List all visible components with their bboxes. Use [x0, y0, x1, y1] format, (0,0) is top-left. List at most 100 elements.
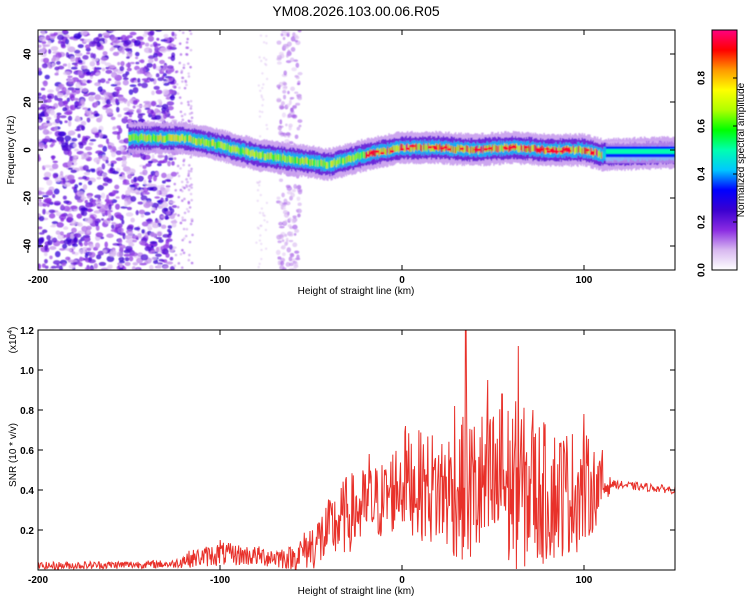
spectrogram-noise-blob [123, 253, 131, 257]
spectrogram-ridge-segment [350, 155, 352, 163]
spectrogram-noise-blob [176, 92, 180, 95]
spectrogram-noise-blob [105, 66, 110, 70]
spectrogram-noise-blob [137, 232, 142, 238]
spectrogram-noise-blob [298, 124, 302, 128]
spectrogram-noise-blob [121, 159, 127, 166]
spectrogram-noise-blob [83, 38, 91, 43]
spectrogram-noise-blob [285, 201, 291, 206]
spectrogram-ridge-segment [439, 142, 442, 150]
spectrogram-noise-blob [180, 199, 184, 203]
spectrogram-ridge-segment [508, 145, 510, 153]
colorbar: 0.0 0.2 0.4 0.6 0.8 Normalized spectral ampl… [697, 29, 747, 277]
spectrogram-noise-blob [81, 210, 88, 217]
spectrogram-hotspot [585, 148, 590, 152]
spectrogram-ridge-segment [174, 135, 176, 142]
spectrogram-noise-blob [118, 256, 125, 262]
spectrogram-noise-blob [185, 52, 188, 56]
spectrogram-ridge-segment [483, 144, 485, 152]
spectrogram-noise-blob [185, 184, 188, 187]
spectrogram-noise-blob [83, 241, 88, 247]
spectrogram-noise-blob [111, 151, 116, 158]
spectrogram-noise-blob [125, 189, 131, 196]
spectrogram-ridge-segment [517, 145, 519, 152]
spectrogram-ridge-segment [422, 145, 424, 152]
spectrogram-noise-blob [258, 115, 262, 118]
spectrogram-ridge-segment [300, 157, 303, 165]
spectrogram-noise-blob [40, 103, 48, 109]
spectrogram-noise-blob [279, 125, 284, 128]
spectrogram-noise-blob [140, 254, 149, 261]
spectrogram-noise-blob [111, 224, 115, 229]
spectrogram-noise-blob [157, 231, 162, 237]
spectrogram-ridge-segment [498, 144, 501, 152]
spectrogram-noise-blob [185, 207, 189, 211]
spectrogram-ridge-segment [326, 161, 328, 169]
spectrogram-noise-blob [97, 166, 103, 171]
spectrogram-ridge-segment [363, 151, 365, 159]
spectrogram-noise-blob [118, 267, 124, 270]
spectrogram-ridge-segment [518, 145, 520, 153]
spectrogram-noise-blob [87, 107, 91, 112]
y-tick-label: 0.4 [20, 486, 34, 497]
spectrogram-noise-blob [120, 60, 125, 67]
spectrogram-hotspot [483, 147, 489, 151]
spectrogram-noise-blob [112, 51, 120, 56]
spectrogram-ridge-segment [332, 160, 335, 168]
spectrogram-noise-blob [38, 154, 41, 161]
spectrogram-noise-blob [90, 52, 94, 59]
spectrogram-noise-blob [265, 34, 268, 38]
spectrogram-noise-blob [146, 62, 153, 68]
spectrogram-noise-blob [177, 214, 180, 217]
spectrogram-noise-blob [39, 232, 45, 235]
spectrogram-ridge-segment [283, 154, 285, 162]
spectrogram-noise-blob [189, 104, 193, 108]
spectrogram-noise-blob [187, 172, 191, 175]
y-tick-label: 20 [23, 96, 34, 108]
spectrogram-noise-blob [86, 110, 93, 116]
spectrogram-noise-blob [288, 256, 293, 262]
spectrogram-noise-blob [127, 232, 134, 236]
spectrogram-noise-blob [56, 92, 64, 98]
spectrogram-noise-blob [279, 265, 285, 270]
spectrogram-ridge-segment [589, 148, 591, 156]
spectrogram-noise-blob [264, 247, 268, 250]
spectrogram-noise-blob [41, 94, 47, 100]
spectrogram-noise-blob [98, 155, 103, 160]
spectrogram-noise-blob [290, 107, 294, 113]
spectrogram-noise-blob [41, 229, 48, 234]
spectrogram-y-label: Frequency (Hz) [6, 116, 17, 185]
spectrogram-noise-blob [111, 221, 117, 225]
spectrogram-noise-blob [88, 259, 96, 264]
spectrogram-noise-blob [151, 210, 156, 214]
spectrogram-noise-blob [261, 212, 265, 215]
spectrogram-ridge-segment [203, 139, 206, 147]
spectrogram-noise-blob [113, 45, 121, 48]
spectrogram-noise-blob [44, 265, 49, 269]
spectrogram-noise-blob [137, 175, 144, 182]
spectrogram-hotspot [511, 145, 516, 148]
spectrogram-ridge-segment [164, 135, 166, 143]
spectrogram-noise-blob [154, 57, 158, 62]
spectrogram-ridge-segment [385, 148, 387, 156]
colorbar-label: Normalized spectral amplitude [736, 82, 747, 217]
spectrogram-noise-blob [42, 57, 50, 63]
spectrogram-noise-blob [53, 200, 61, 206]
spectrogram-noise-blob [65, 89, 70, 96]
spectrogram-noise-blob [296, 82, 301, 86]
spectrogram-noise-blob [41, 30, 46, 36]
spectrogram-ridge-segment [158, 134, 161, 142]
spectrogram-noise-blob [67, 87, 75, 91]
spectrogram-noise-blob [51, 221, 59, 225]
spectrogram-ridge-segment [413, 145, 415, 152]
spectrogram-noise-blob [161, 110, 166, 114]
spectrogram-noise-blob [124, 48, 133, 51]
spectrogram-noise-blob [256, 189, 260, 192]
spectrogram-noise-blob [142, 104, 149, 109]
spectrogram-ridge-segment [320, 159, 323, 166]
spectrogram-noise-blob [69, 155, 73, 162]
spectrogram-noise-blob [86, 80, 91, 84]
spectrogram-ridge-segment [463, 146, 466, 153]
spectrogram-noise-blob [151, 153, 155, 161]
spectrogram-noise-blob [284, 233, 288, 237]
spectrogram-noise-blob [157, 99, 162, 103]
